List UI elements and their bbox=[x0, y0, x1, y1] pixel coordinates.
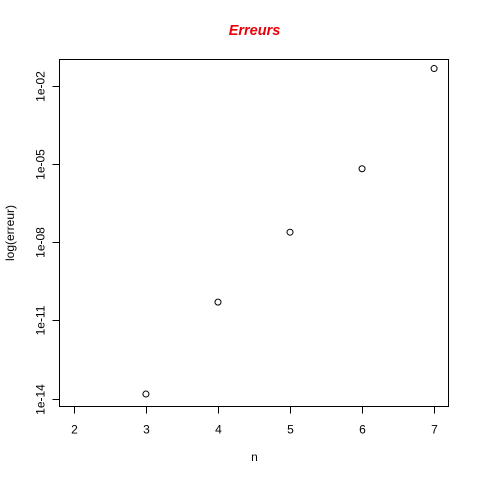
y-tick-label: 1e-11 bbox=[34, 305, 48, 335]
data-points bbox=[142, 65, 438, 398]
x-tick-label: 6 bbox=[359, 423, 366, 437]
x-tick-label: 4 bbox=[215, 423, 222, 437]
y-tick-label: 1e-08 bbox=[34, 227, 48, 258]
x-tick-label: 2 bbox=[71, 423, 78, 437]
x-tick-label: 5 bbox=[287, 423, 294, 437]
data-point bbox=[286, 228, 294, 236]
data-point bbox=[358, 165, 366, 173]
y-tick-label: 1e-02 bbox=[34, 71, 48, 102]
y-axis-label: log(erreur) bbox=[3, 205, 17, 261]
data-point bbox=[214, 298, 222, 306]
x-tick-label: 3 bbox=[143, 423, 150, 437]
data-point bbox=[430, 65, 438, 73]
data-point bbox=[142, 390, 150, 398]
y-axis: 1e-14 1e-11 1e-08 1e-05 1e-02 bbox=[34, 71, 60, 415]
y-tick-label: 1e-05 bbox=[34, 149, 48, 180]
x-tick-label: 7 bbox=[431, 423, 438, 437]
plot-frame bbox=[59, 59, 449, 407]
y-tick-label: 1e-14 bbox=[34, 384, 48, 415]
x-axis: 2 3 4 5 6 7 bbox=[71, 406, 438, 437]
chart-title: Erreurs bbox=[229, 23, 281, 39]
x-axis-label: n bbox=[251, 450, 258, 464]
